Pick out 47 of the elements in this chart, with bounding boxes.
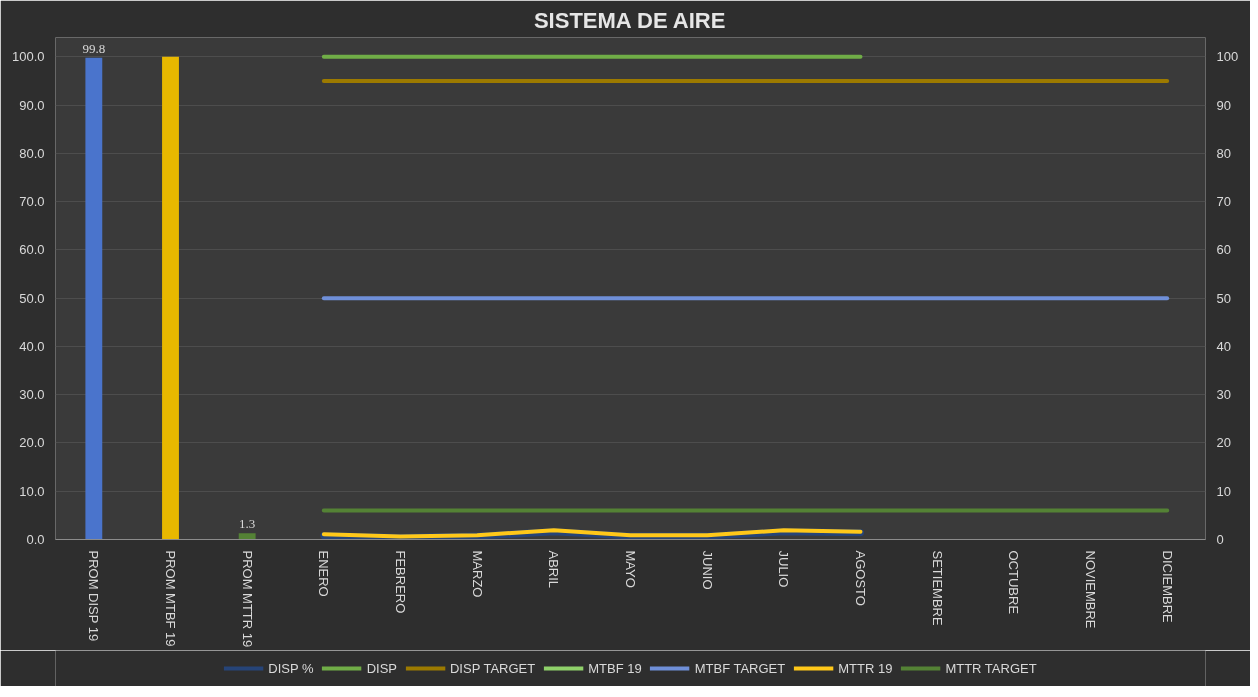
y2-tick-label: 100 bbox=[1216, 49, 1239, 65]
y-tick-label: 0.0 bbox=[26, 532, 45, 547]
y2-tick-label: 90 bbox=[1216, 97, 1231, 113]
y2-tick-label: 40 bbox=[1216, 338, 1231, 354]
y2-tick-label: 30 bbox=[1216, 387, 1231, 403]
legend-label: MTTR TARGET bbox=[945, 660, 1037, 676]
x-tick-label: FEBRERO bbox=[393, 550, 408, 614]
x-tick-label: JULIO bbox=[776, 550, 792, 588]
x-tick-label: ABRIL bbox=[546, 550, 562, 589]
data-label: 1.3 bbox=[239, 516, 256, 532]
legend-label: DISP bbox=[366, 660, 397, 676]
x-tick-label: JUNIO bbox=[699, 550, 715, 590]
x-tick-label: NOVIEMBRE bbox=[1083, 550, 1098, 629]
y2-tick-label: 60 bbox=[1216, 242, 1231, 258]
legend-label: MTBF TARGET bbox=[694, 660, 786, 676]
legend-label: MTTR 19 bbox=[838, 660, 893, 676]
y2-tick-label: 70 bbox=[1216, 194, 1231, 210]
x-tick-label: ENERO bbox=[316, 550, 332, 597]
y2-tick-label: 20 bbox=[1216, 435, 1231, 451]
y-tick-label: 60.0 bbox=[19, 242, 45, 258]
x-tick-label: DICIEMBRE bbox=[1159, 550, 1175, 624]
legend-label: DISP % bbox=[268, 660, 314, 676]
x-tick-label: AGOSTO bbox=[853, 550, 868, 606]
y-tick-label: 100.0 bbox=[11, 49, 45, 65]
y-tick-label: 50.0 bbox=[19, 290, 45, 306]
y2-tick-label: 0 bbox=[1216, 532, 1224, 547]
legend-label: DISP TARGET bbox=[449, 660, 536, 676]
y-tick-label: 40.0 bbox=[19, 338, 45, 354]
chart-title: SISTEMA DE AIRE bbox=[533, 7, 726, 33]
x-tick-label: PROM DISP 19 bbox=[86, 550, 102, 642]
y-tick-label: 90.0 bbox=[19, 97, 45, 113]
x-tick-label: SETIEMBRE bbox=[929, 550, 945, 626]
y-tick-label: 20.0 bbox=[19, 435, 45, 451]
x-tick-label: PROM MTBF 19 bbox=[163, 550, 178, 647]
y-tick-label: 10.0 bbox=[19, 483, 45, 499]
x-tick-label: PROM MTTR 19 bbox=[239, 550, 255, 648]
y2-tick-label: 50 bbox=[1216, 290, 1231, 306]
x-tick-label: MARZO bbox=[469, 550, 485, 598]
x-tick-label: MAYO bbox=[623, 550, 638, 588]
y-tick-label: 70.0 bbox=[19, 194, 45, 210]
data-label: 99.8 bbox=[82, 40, 106, 56]
y2-tick-label: 10 bbox=[1216, 483, 1231, 499]
y-tick-label: 80.0 bbox=[19, 145, 45, 161]
y-tick-label: 30.0 bbox=[19, 387, 45, 403]
x-tick-label: OCTUBRE bbox=[1006, 550, 1022, 615]
y2-tick-label: 80 bbox=[1216, 145, 1231, 161]
legend-label: MTBF 19 bbox=[588, 660, 642, 676]
